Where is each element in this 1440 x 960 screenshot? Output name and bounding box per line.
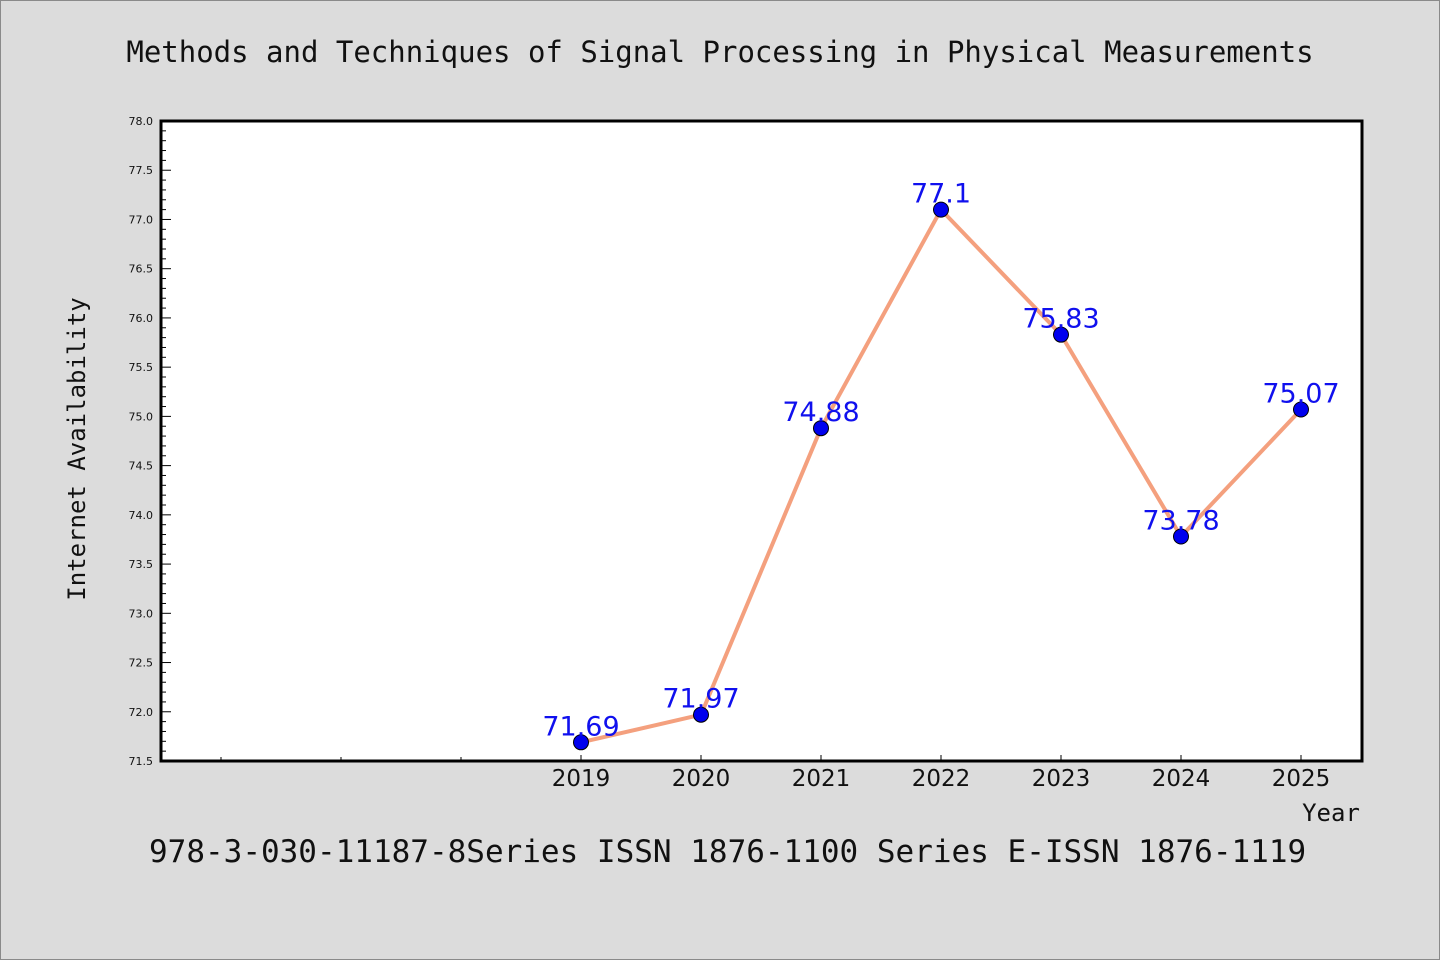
y-tick-label: 77.5 (129, 164, 154, 177)
data-point (933, 201, 949, 218)
y-tick-label: 76.5 (129, 263, 154, 276)
data-label: 71.97 (662, 684, 739, 715)
y-tick-label: 73.5 (129, 558, 154, 571)
data-label: 75.07 (1262, 378, 1339, 409)
data-point (1293, 401, 1309, 418)
data-point (693, 706, 709, 723)
y-axis-ticks: 71.5 72.0 72.5 73.0 73.5 74.0 74.5 75.0 75.5 76.0… (129, 115, 171, 768)
data-label: 75.83 (1022, 304, 1099, 335)
data-point (1173, 528, 1189, 545)
plot-area (159, 119, 1364, 763)
data-point (813, 420, 829, 437)
y-tick-label: 78.0 (129, 115, 154, 128)
y-tick-label: 76.0 (129, 312, 154, 325)
y-tick-label: 77.0 (129, 213, 154, 226)
data-label: 73.78 (1142, 506, 1219, 537)
y-tick-label: 71.5 (129, 755, 154, 768)
x-tick-label: 2020 (672, 766, 731, 792)
data-point (1053, 326, 1069, 343)
y-tick-label: 75.0 (129, 410, 154, 423)
y-tick-label: 75.5 (129, 361, 154, 374)
x-axis-ticks: 2019 2020 2021 2022 2023 2024 2025 (220, 755, 1331, 792)
y-tick-label: 72.5 (129, 657, 154, 670)
x-tick-label: 2019 (552, 766, 611, 792)
y-tick-label: 74.0 (129, 509, 154, 522)
data-point (573, 734, 589, 751)
x-tick-label: 2022 (912, 766, 971, 792)
data-label: 74.88 (782, 397, 859, 428)
y-axis-label: Internet Availability (63, 297, 91, 600)
data-label: 71.69 (542, 711, 619, 742)
chart-title: Methods and Techniques of Signal Process… (126, 35, 1314, 69)
x-tick-label: 2025 (1272, 766, 1331, 792)
y-tick-label: 74.5 (129, 460, 154, 473)
data-label: 77.1 (911, 179, 971, 210)
x-axis-label: Year (1302, 799, 1360, 827)
series-group: 71.69 71.97 74.88 77.1 75.83 73.78 75.07 (542, 179, 1340, 751)
y-tick-label: 73.0 (129, 607, 154, 620)
footer-isbn-text: 978-3-030-11187-8Series ISSN 1876-1100 S… (149, 834, 1307, 870)
x-tick-label: 2021 (792, 766, 851, 792)
x-tick-label: 2024 (1152, 766, 1211, 792)
y-tick-label: 72.0 (129, 706, 154, 719)
x-tick-label: 2023 (1032, 766, 1091, 792)
